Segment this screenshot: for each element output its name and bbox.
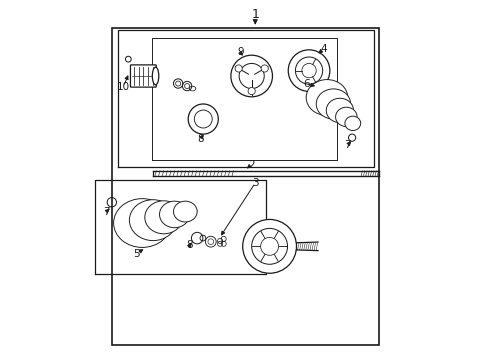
Text: 7: 7 [344, 140, 350, 150]
Bar [112, 28, 378, 345]
Text: 10: 10 [117, 82, 130, 92]
Circle shape [261, 65, 268, 72]
Circle shape [188, 104, 218, 134]
Circle shape [287, 50, 329, 91]
Ellipse shape [113, 199, 171, 247]
Text: 4: 4 [320, 44, 326, 54]
Text: 5: 5 [133, 248, 140, 258]
Ellipse shape [159, 201, 189, 228]
Ellipse shape [129, 200, 176, 240]
Ellipse shape [344, 116, 360, 131]
Text: 8: 8 [197, 134, 203, 144]
Ellipse shape [152, 67, 159, 85]
Circle shape [230, 55, 272, 97]
Ellipse shape [325, 98, 353, 123]
Text: 2: 2 [248, 159, 254, 170]
Ellipse shape [316, 89, 350, 119]
Ellipse shape [305, 80, 347, 116]
Text: 1: 1 [251, 8, 259, 21]
Text: 8: 8 [186, 240, 193, 250]
Ellipse shape [335, 107, 356, 127]
Circle shape [242, 220, 296, 273]
Circle shape [235, 65, 242, 72]
Text: 9: 9 [236, 47, 243, 57]
Circle shape [247, 87, 255, 95]
Ellipse shape [144, 201, 183, 234]
Text: 7: 7 [103, 207, 109, 217]
Text: 6: 6 [302, 79, 309, 89]
Ellipse shape [173, 201, 197, 222]
Text: 3: 3 [251, 178, 258, 188]
FancyBboxPatch shape [130, 65, 156, 87]
